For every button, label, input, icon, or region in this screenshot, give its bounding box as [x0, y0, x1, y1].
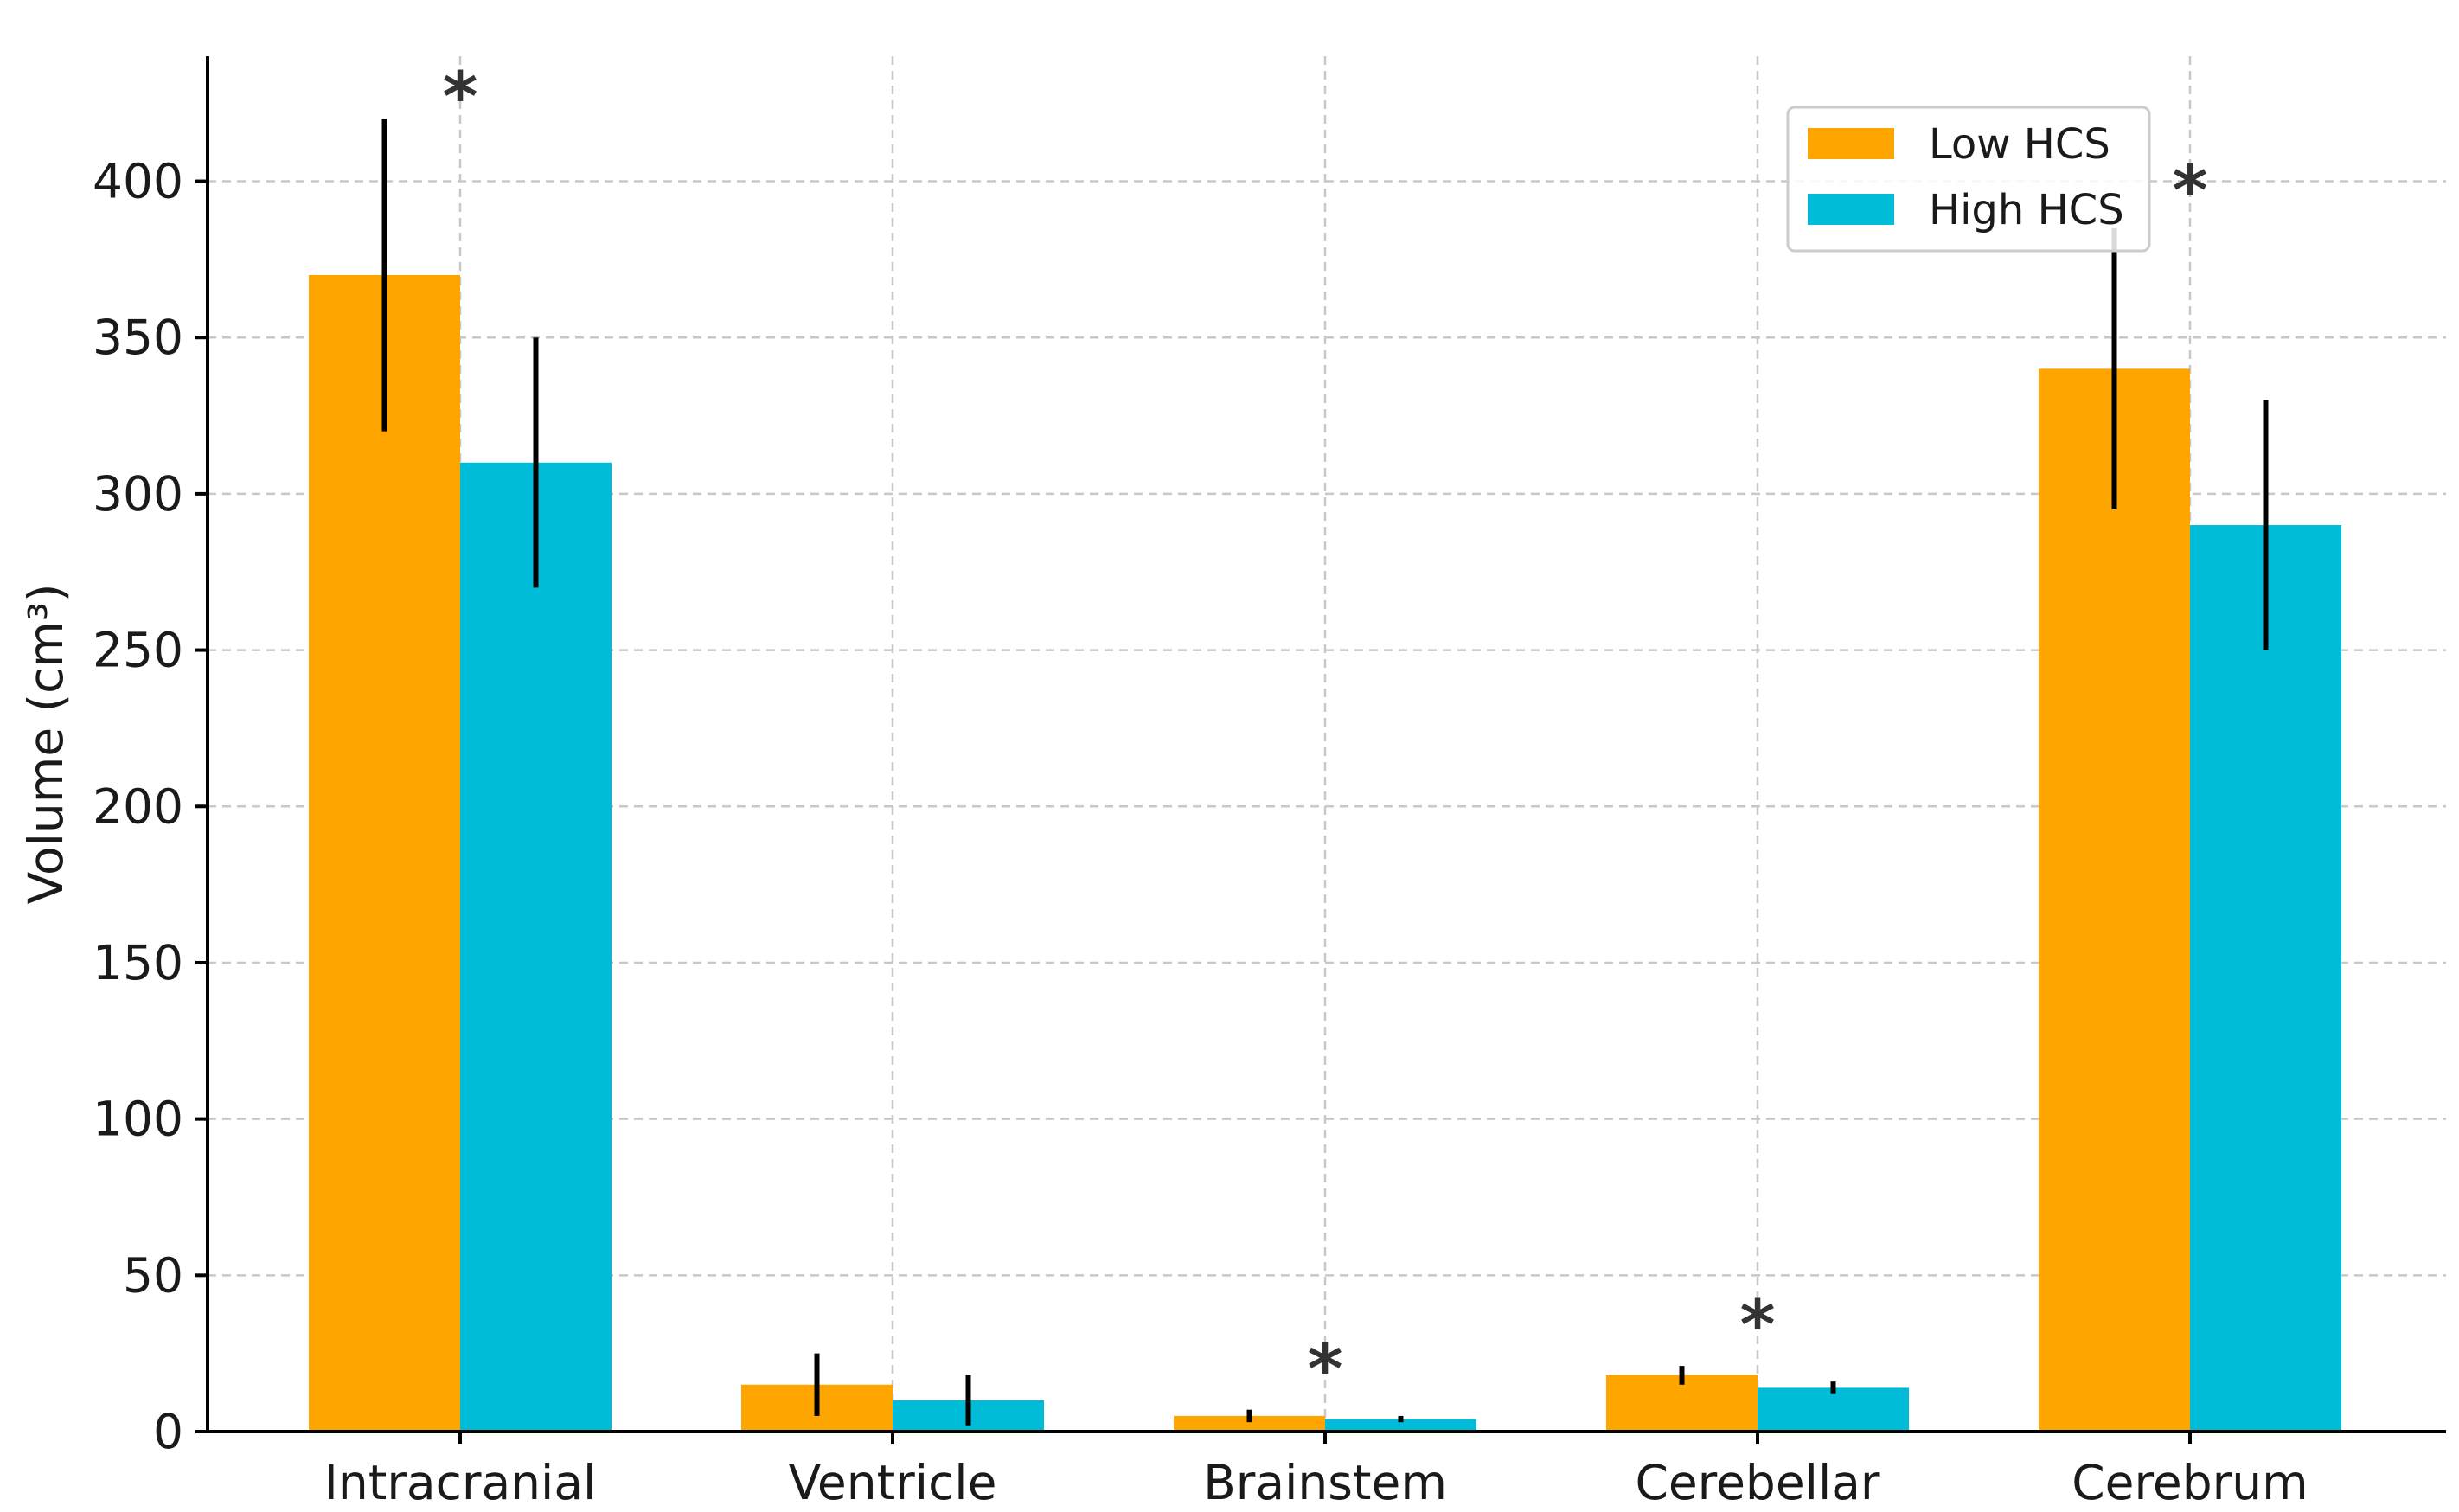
bar-cerebrum-high-hcs: [2190, 525, 2341, 1432]
y-tick-label-100: 100: [93, 1092, 183, 1147]
bar-cerebellar-low-hcs: [1606, 1374, 1758, 1432]
bar-intracranial-low-hcs: [309, 274, 460, 1432]
x-tick-label-ventricle: Ventricle: [789, 1455, 997, 1510]
y-tick-label-350: 350: [93, 310, 183, 365]
legend: Low HCS High HCS: [1786, 106, 2151, 253]
bar-intracranial-high-hcs: [460, 462, 612, 1432]
y-axis-title: Volume (cm³): [18, 584, 74, 905]
y-tick-label-300: 300: [93, 466, 183, 522]
legend-label-low-hcs: Low HCS: [1929, 120, 2110, 169]
y-tick-label-250: 250: [93, 623, 183, 678]
significance-marker-brainstem: *: [1308, 1331, 1343, 1409]
bar-brainstem-high-hcs: [1325, 1419, 1476, 1432]
y-tick-label-200: 200: [93, 778, 183, 834]
x-tick-label-intracranial: Intracranial: [324, 1455, 597, 1510]
legend-label-high-hcs: High HCS: [1929, 186, 2124, 234]
significance-marker-cerebrum: *: [2173, 152, 2208, 230]
legend-swatch-low-hcs: [1808, 128, 1894, 159]
y-tick-label-150: 150: [93, 935, 183, 990]
bar-layer: [309, 119, 2341, 1432]
y-tick-label-400: 400: [93, 154, 183, 209]
significance-marker-cerebellar: *: [1740, 1287, 1776, 1365]
x-tick-label-cerebrum: Cerebrum: [2072, 1455, 2308, 1510]
bar-brainstem-low-hcs: [1174, 1415, 1325, 1432]
y-tick-label-0: 0: [153, 1404, 183, 1459]
x-tick-label-cerebellar: Cerebellar: [1635, 1455, 1879, 1510]
label-layer: 0 50 100 150 200 250 300 350 400 Intracranial Vent…: [93, 59, 2309, 1510]
y-tick-label-50: 50: [123, 1247, 183, 1303]
significance-marker-intracranial: *: [443, 59, 478, 137]
x-tick-label-brainstem: Brainstem: [1203, 1455, 1447, 1510]
legend-swatch-high-hcs: [1808, 194, 1894, 225]
bar-cerebrum-low-hcs: [2039, 368, 2190, 1432]
axis-layer: [195, 56, 2446, 1444]
bar-cerebellar-high-hcs: [1758, 1387, 1909, 1432]
